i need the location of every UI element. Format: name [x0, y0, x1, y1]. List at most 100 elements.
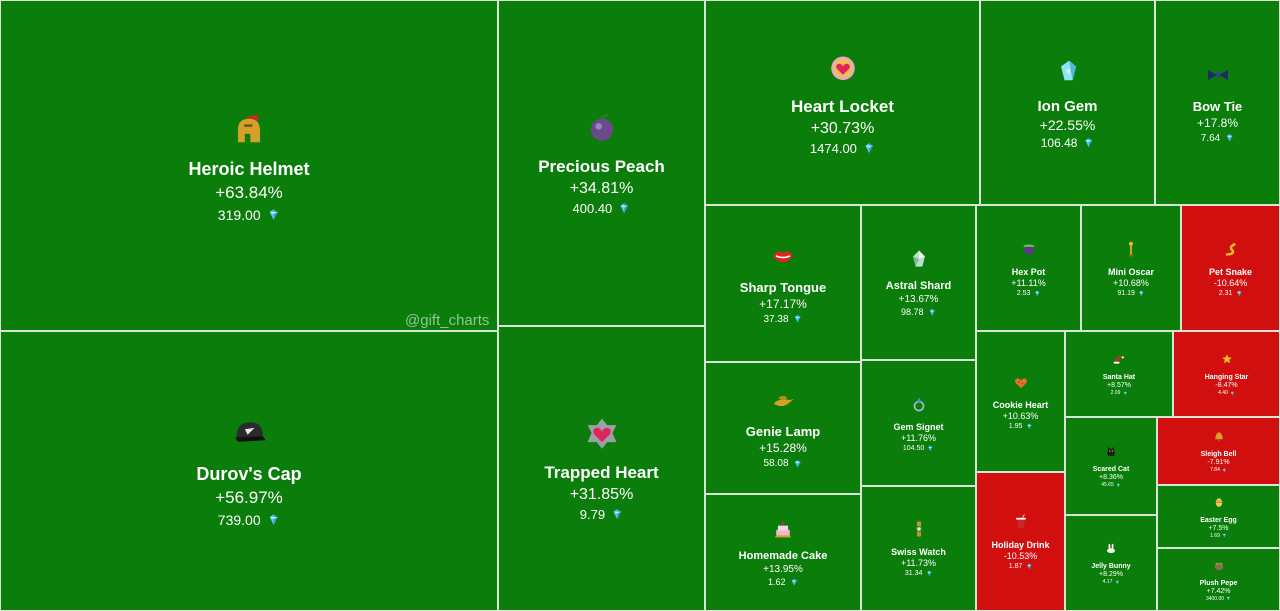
tile-price-value: 1.87: [1008, 563, 1023, 570]
treemap-tile[interactable]: Durov's Cap +56.97% 739.00: [0, 331, 498, 611]
tile-change: +22.55%: [1039, 116, 1096, 133]
tile-price: 1.87: [1009, 563, 1032, 570]
star-icon: [1220, 352, 1234, 370]
tile-name: Easter Egg: [1200, 516, 1237, 524]
tile-change: +30.73%: [810, 119, 875, 137]
tile-change: -7.91%: [1207, 459, 1230, 466]
tile-name: Sleigh Bell: [1200, 451, 1237, 458]
tile-change: +13.95%: [763, 564, 803, 575]
tile-name: Pet Snake: [1208, 266, 1253, 277]
tile-name: Hanging Star: [1204, 374, 1249, 381]
cap-icon: [231, 414, 267, 454]
tile-price: 58.08: [763, 458, 802, 469]
tile-name: Swiss Watch: [891, 547, 946, 557]
tile-change: +8.57%: [1107, 382, 1131, 389]
tile-price-value: 91.19: [1117, 289, 1135, 297]
treemap-tile[interactable]: Plush Pepe +7.42% 3400.00: [1157, 548, 1280, 611]
tile-price-value: 7.84: [1210, 467, 1220, 473]
tile-price-value: 7.64: [1200, 132, 1221, 144]
treemap-tile[interactable]: Ion Gem +22.55% 106.48: [980, 0, 1155, 205]
treemap-tile[interactable]: Santa Hat +8.57% 2.09: [1065, 331, 1173, 417]
tile-name: Homemade Cake: [738, 550, 828, 562]
treemap-tile[interactable]: Trapped Heart +31.85% 9.79: [498, 326, 705, 611]
cake-icon: [772, 518, 794, 544]
treemap-tile[interactable]: Easter Egg +7.5% 1.69: [1157, 485, 1280, 548]
ton-diamond-icon: [1223, 533, 1226, 538]
treemap-tile[interactable]: Genie Lamp +15.28% 58.08: [705, 362, 861, 494]
gem-icon: [1053, 56, 1083, 90]
tile-name: Bow Tie: [1192, 98, 1243, 114]
tile-price-value: 2.09: [1110, 390, 1121, 396]
treemap-tile[interactable]: Gem Signet +11.76% 104.50: [861, 360, 976, 486]
treemap-tile[interactable]: Hex Pot +11.11% 2.53: [976, 205, 1081, 331]
ton-diamond-icon: [794, 315, 801, 323]
treemap-tile[interactable]: Holiday Drink -10.53% 1.87: [976, 472, 1065, 611]
tile-price: 319.00: [218, 207, 280, 223]
tile-price: 104.50: [903, 445, 934, 452]
treemap-tile[interactable]: Heart Locket +30.73% 1474.00: [705, 0, 980, 205]
tile-name: Astral Shard: [885, 280, 952, 292]
tile-change: +17.8%: [1196, 115, 1239, 130]
treemap-tile[interactable]: Bow Tie +17.8% 7.64: [1155, 0, 1280, 205]
tile-price: 1.69: [1210, 533, 1227, 539]
bunny-icon: [1104, 541, 1118, 559]
tile-price-value: 2.31: [1218, 289, 1233, 297]
ton-diamond-icon: [1085, 137, 1092, 148]
tile-price: 106.48: [1041, 136, 1094, 150]
tile-price-value: 58.08: [763, 458, 789, 469]
treemap-tile[interactable]: Astral Shard +13.67% 98.78: [861, 205, 976, 360]
ton-diamond-icon: [1123, 391, 1127, 395]
tile-change: +7.42%: [1206, 587, 1231, 595]
treemap-tile[interactable]: Hanging Star -8.47% 4.40: [1173, 331, 1280, 417]
tile-price-value: 104.50: [902, 444, 925, 452]
ton-diamond-icon: [929, 308, 935, 316]
treemap-tile[interactable]: Jelly Bunny +8.29% 4.17: [1065, 515, 1157, 611]
tile-price: 37.38: [763, 314, 802, 325]
tile-change: +10.63%: [1002, 411, 1039, 421]
ton-diamond-icon: [1236, 290, 1241, 296]
tile-price-value: 106.48: [1040, 135, 1078, 150]
tile-price-value: 1.69: [1210, 532, 1220, 539]
treemap-tile[interactable]: Precious Peach +34.81% 400.40: [498, 0, 705, 326]
tile-price-value: 319.00: [217, 206, 261, 223]
trapped-heart-icon: [585, 416, 619, 454]
tile-price-value: 45.65: [1101, 482, 1114, 488]
treemap-tile[interactable]: Cookie Heart +10.63% 1.95: [976, 331, 1065, 472]
locket-icon: [826, 50, 860, 88]
tile-change: +10.68%: [1113, 277, 1149, 288]
ton-diamond-icon: [1116, 483, 1120, 487]
tile-name: Jelly Bunny: [1091, 563, 1131, 570]
tile-name: Heart Locket: [791, 96, 894, 116]
lamp-icon: [770, 387, 796, 417]
lips-icon: [770, 243, 796, 273]
snake-icon: [1222, 240, 1240, 262]
bow-tie-icon: [1205, 62, 1231, 92]
ton-diamond-icon: [620, 203, 628, 214]
ton-diamond-icon: [269, 209, 278, 220]
treemap-tile[interactable]: Homemade Cake +13.95% 1.62: [705, 494, 861, 611]
treemap-tile[interactable]: Sleigh Bell -7.91% 7.84: [1157, 417, 1280, 485]
tile-price-value: 400.40: [572, 201, 613, 216]
tile-price: 4.17: [1103, 579, 1120, 585]
treemap-tile[interactable]: Sharp Tongue +17.17% 37.38: [705, 205, 861, 362]
ton-diamond-icon: [1227, 596, 1231, 601]
treemap-tile[interactable]: Swiss Watch +11.73% 31.34: [861, 486, 976, 611]
treemap-tile[interactable]: Mini Oscar +10.68% 91.19: [1081, 205, 1181, 331]
tile-change: +17.17%: [759, 296, 807, 311]
tile-price-value: 739.00: [217, 512, 261, 528]
tile-name: Mini Oscar: [1107, 266, 1154, 277]
treemap-tile[interactable]: Heroic Helmet +63.84% 319.00: [0, 0, 498, 331]
ton-diamond-icon: [269, 514, 278, 526]
treemap-tile[interactable]: Pet Snake -10.64% 2.31: [1181, 205, 1280, 331]
tile-name: Santa Hat: [1102, 374, 1136, 381]
ton-diamond-icon: [926, 570, 931, 577]
tile-price: 45.65: [1101, 482, 1121, 488]
treemap-tile[interactable]: Scared Cat +8.36% 45.65: [1065, 417, 1157, 515]
tile-name: Precious Peach: [538, 157, 665, 176]
tile-change: +15.28%: [759, 441, 807, 455]
tile-price: 739.00: [218, 512, 280, 528]
tile-price: 7.64: [1201, 133, 1234, 144]
tile-change: +8.36%: [1099, 474, 1123, 481]
tile-change: +7.5%: [1208, 524, 1229, 532]
